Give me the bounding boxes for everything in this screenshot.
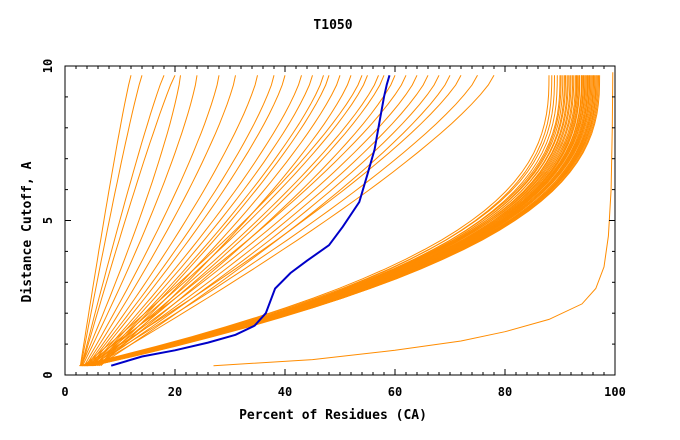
series-line-dense-bundle: [84, 75, 598, 367]
series-line-fan-upper: [95, 75, 330, 367]
series-line-fan-upper: [86, 75, 258, 366]
series-line-fan-upper: [90, 75, 478, 367]
series-line-fan-upper: [89, 75, 286, 367]
y-tick-label: 10: [41, 59, 55, 73]
series-line-right-edge: [213, 72, 614, 367]
axes-frame: [64, 65, 616, 376]
chart-title: T1050: [313, 18, 352, 33]
plot-frame: [64, 65, 616, 376]
series-line-dense-bundle: [86, 75, 601, 367]
series-line-fan-upper: [92, 75, 313, 367]
series-line-fan-upper: [91, 75, 302, 367]
highlighted-series-line: [110, 75, 391, 367]
series-line-fan-upper: [100, 75, 352, 367]
series-line-steep-left: [81, 75, 165, 366]
series-line-steep-left: [81, 75, 176, 366]
series-line-fan-upper: [97, 75, 341, 367]
series-line-fan-upper: [96, 75, 396, 367]
series-line-fan-upper: [88, 75, 418, 367]
series-line-fan-upper: [94, 75, 495, 367]
x-tick-label: 60: [388, 385, 402, 399]
y-axis-title: Distance Cutoff, A: [20, 161, 35, 302]
series-line-fan-upper: [98, 75, 451, 367]
y-tick-label: 5: [41, 217, 55, 224]
series-line-fan-upper: [86, 75, 462, 367]
series-line-steep-left: [79, 75, 132, 366]
x-tick-label: 0: [61, 385, 68, 399]
x-axis-title: Percent of Residues (CA): [239, 408, 427, 423]
series-line-fan-upper: [89, 75, 379, 367]
series-line-steep-left: [80, 75, 143, 366]
series-line-fan-upper: [85, 75, 236, 366]
series-line-fan-upper: [82, 75, 198, 366]
series-layer: [79, 72, 614, 367]
series-line-fan-upper: [83, 75, 220, 366]
series-line-fan-upper: [83, 75, 363, 367]
series-line-fan-upper: [81, 75, 181, 366]
series-line-fan-upper: [93, 75, 385, 367]
series-line-fan-upper: [87, 75, 275, 367]
series-line-fan-upper: [84, 75, 407, 367]
x-tick-label: 20: [168, 385, 182, 399]
series-line-fan-upper: [95, 75, 440, 367]
x-tick-label: 100: [604, 385, 626, 399]
series-line-dense-bundle: [84, 75, 594, 367]
series-line-fan-upper: [92, 75, 429, 367]
y-tick-label: 0: [41, 371, 55, 378]
x-tick-label: 40: [278, 385, 292, 399]
ticks: 0 20 40 60 80 100 0 5 10: [41, 59, 626, 399]
x-tick-label: 80: [498, 385, 512, 399]
series-line-fan-upper: [87, 75, 368, 367]
series-line-dense-bundle: [80, 75, 555, 367]
series-line-dense-bundle: [82, 75, 597, 367]
series-line-fan-upper: [93, 75, 324, 367]
series-line-dense-bundle: [79, 75, 550, 367]
